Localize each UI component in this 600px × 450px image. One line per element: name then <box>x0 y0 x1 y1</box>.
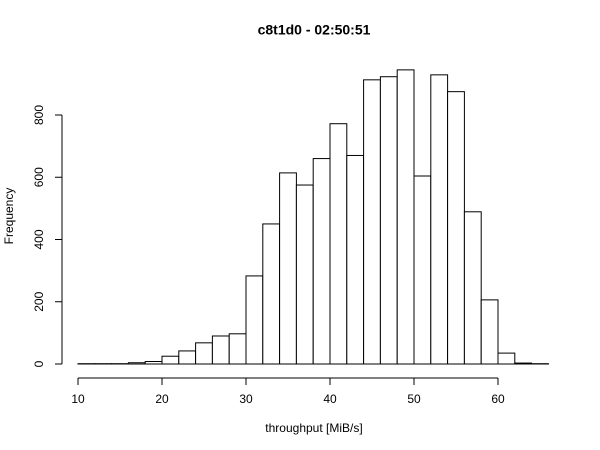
x-axis-label: throughput [MiB/s] <box>265 421 362 435</box>
y-axis-label: Frequency <box>2 188 16 245</box>
bar <box>127 362 146 365</box>
bar <box>245 275 264 365</box>
bar <box>430 74 449 365</box>
bar <box>228 333 247 365</box>
bar <box>497 352 516 365</box>
bar <box>396 69 415 365</box>
y-tick-label: 800 <box>32 105 46 125</box>
bar <box>279 172 297 365</box>
x-tick-label: 20 <box>155 392 169 406</box>
bar <box>463 211 482 365</box>
x-tick-label: 10 <box>71 392 85 406</box>
bar <box>514 362 533 365</box>
x-tick-label: 40 <box>323 392 337 406</box>
bar <box>195 342 213 365</box>
bar <box>480 299 499 365</box>
x-tick-label: 60 <box>491 392 505 406</box>
bar <box>447 91 465 365</box>
bar <box>144 361 163 365</box>
y-tick-label: 200 <box>32 291 46 311</box>
x-tick-label: 50 <box>407 392 421 406</box>
bar <box>295 184 314 365</box>
bar <box>413 175 432 365</box>
bar <box>329 123 348 365</box>
bar <box>161 355 180 365</box>
y-tick-label: 400 <box>32 229 46 249</box>
bar <box>262 223 281 365</box>
bar <box>211 335 230 365</box>
bar <box>312 158 331 365</box>
y-tick-label: 0 <box>32 360 46 367</box>
bar <box>346 154 365 365</box>
bar <box>363 79 381 365</box>
bar <box>379 76 398 365</box>
bar <box>178 350 197 365</box>
chart-title: c8t1d0 - 02:50:51 <box>258 22 371 38</box>
y-tick-label: 600 <box>32 167 46 187</box>
x-tick-label: 30 <box>239 392 253 406</box>
